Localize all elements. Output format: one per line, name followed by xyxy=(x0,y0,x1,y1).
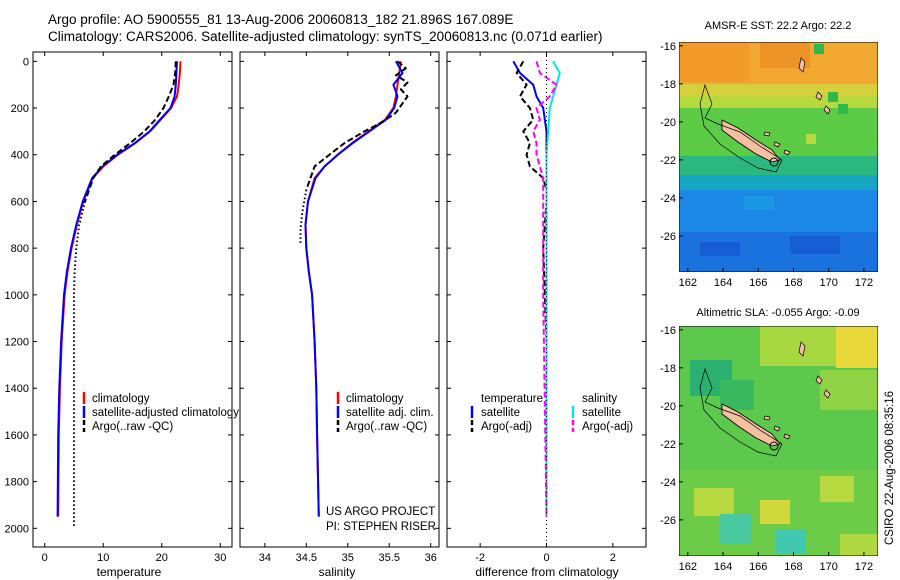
map-y-tick-label: -26 xyxy=(660,231,676,243)
legend-label-argo: Argo(..raw -QC) xyxy=(92,421,173,433)
map-y-tick-label: -18 xyxy=(660,363,676,375)
map-x-tick-label: 162 xyxy=(679,277,697,289)
legend-label-temp-argo: Argo(-adj) xyxy=(481,421,532,433)
loyalty-islands xyxy=(763,131,791,156)
project-credit: US ARGO PROJECT xyxy=(326,506,435,518)
bathymetry-contour xyxy=(699,83,783,173)
difference-xlabel: difference from climatology xyxy=(475,565,618,579)
sst-map xyxy=(679,42,878,272)
temperature-legend: climatology satellite-adjusted climatolo… xyxy=(82,392,239,433)
x-tick-label: 20 xyxy=(156,552,168,564)
figure-title-line1: Argo profile: AO 5900555_81 13-Aug-2006 … xyxy=(48,12,514,27)
series-line-temperature-argo-adj- xyxy=(515,60,548,517)
series-line-argo-raw-qc- xyxy=(84,61,177,202)
x-tick-label: -2 xyxy=(475,552,485,564)
map-y-tick-label: -20 xyxy=(660,117,676,129)
salinity-xlabel: salinity xyxy=(319,565,356,579)
x-tick-label: 36 xyxy=(425,552,437,564)
series-line-temperature-satellite xyxy=(512,60,548,517)
x-tick-label: 2 xyxy=(610,552,616,564)
series-line-climatology xyxy=(304,61,402,517)
map-x-tick-label: 170 xyxy=(820,561,838,573)
y-tick-label: 2000 xyxy=(5,523,29,535)
difference-legend: temperature satellite Argo(-adj) salinit… xyxy=(470,393,633,433)
figure-title-line2: Climatology: CARS2006. Satellite-adjuste… xyxy=(48,29,603,44)
map-y-tick-label: -24 xyxy=(660,193,676,205)
y-tick-label: 200 xyxy=(11,103,29,115)
argo-position-marker xyxy=(769,441,779,451)
y-tick-label: 1200 xyxy=(5,337,29,349)
legend-label-argo: Argo(..raw -QC) xyxy=(346,421,427,433)
series-line-argo-raw-qc-below xyxy=(73,201,87,529)
legend-label-satellite: satellite-adjusted climatology xyxy=(92,407,239,419)
legend-label-sal-argo: Argo(-adj) xyxy=(582,421,633,433)
legend-label-temp-satellite: satellite xyxy=(481,407,520,419)
map-x-tick-label: 172 xyxy=(855,561,873,573)
map-y-tick-label: -16 xyxy=(660,325,676,337)
series-line-satellite-adj-clim- xyxy=(304,60,404,517)
sla-map-title: Altimetric SLA: -0.055 Argo: -0.09 xyxy=(696,307,859,319)
map-y-tick-label: -22 xyxy=(660,439,676,451)
x-tick-label: 30 xyxy=(214,552,226,564)
map-y-tick-label: -20 xyxy=(660,401,676,413)
map-y-tick-label: -24 xyxy=(660,477,676,489)
temperature-panel-frame xyxy=(32,51,233,548)
map-x-tick-label: 164 xyxy=(714,561,732,573)
sst-map-title: AMSR-E SST: 22.2 Argo: 22.2 xyxy=(705,20,852,32)
x-tick-label: 35.5 xyxy=(379,552,400,564)
legend-label-satellite: satellite adj. clim. xyxy=(346,407,434,419)
x-tick-label: 10 xyxy=(97,552,109,564)
map-y-tick-label: -16 xyxy=(660,41,676,53)
loyalty-islands xyxy=(763,415,791,440)
legend-label-sal-satellite: satellite xyxy=(582,407,621,419)
x-tick-label: 34.5 xyxy=(296,552,317,564)
y-tick-label: 600 xyxy=(11,196,29,208)
y-tick-label: 1600 xyxy=(5,430,29,442)
x-tick-label: 35 xyxy=(342,552,354,564)
map-y-tick-label: -26 xyxy=(660,515,676,527)
map-x-tick-label: 166 xyxy=(749,277,767,289)
y-tick-label: 0 xyxy=(23,56,29,68)
x-tick-label: 34 xyxy=(259,552,271,564)
legend-temperature-heading: temperature xyxy=(481,393,543,405)
vanuatu-islands xyxy=(798,341,831,399)
salinity-legend: climatology satellite adj. clim. Argo(..… xyxy=(336,392,434,433)
vanuatu-islands xyxy=(798,57,831,115)
csiro-timestamp: CSIRO 22-Aug-2006 08:35:16 xyxy=(884,391,896,545)
series-line-salinity-satellite xyxy=(545,60,561,517)
series-line-salinity-argo-adj- xyxy=(532,61,558,517)
y-tick-label: 800 xyxy=(11,243,29,255)
salinity-panel-frame xyxy=(239,51,440,548)
sla-map xyxy=(679,326,878,556)
legend-label-climatology: climatology xyxy=(346,393,404,405)
y-tick-label: 1800 xyxy=(5,477,29,489)
map-x-tick-label: 164 xyxy=(714,277,732,289)
series-line-climatology xyxy=(57,61,182,517)
temperature-xlabel: temperature xyxy=(97,565,162,579)
argo-position-marker xyxy=(769,157,779,167)
y-tick-label: 1400 xyxy=(5,383,29,395)
pi-credit: PI: STEPHEN RISER xyxy=(326,521,436,533)
map-x-tick-label: 172 xyxy=(855,277,873,289)
y-tick-label: 400 xyxy=(11,150,29,162)
legend-label-climatology: climatology xyxy=(92,393,150,405)
map-x-tick-label: 166 xyxy=(749,561,767,573)
map-x-tick-label: 168 xyxy=(784,561,802,573)
series-line-satellite-adjusted-climatology xyxy=(56,61,178,517)
map-y-tick-label: -22 xyxy=(660,155,676,167)
map-x-tick-label: 162 xyxy=(679,561,697,573)
y-tick-label: 1000 xyxy=(5,290,29,302)
map-x-tick-label: 170 xyxy=(820,277,838,289)
legend-salinity-heading: salinity xyxy=(582,393,617,405)
x-tick-label: 0 xyxy=(543,552,549,564)
map-y-tick-label: -18 xyxy=(660,79,676,91)
x-tick-label: 0 xyxy=(42,552,48,564)
bathymetry-contour xyxy=(699,367,783,457)
map-x-tick-label: 168 xyxy=(784,277,802,289)
